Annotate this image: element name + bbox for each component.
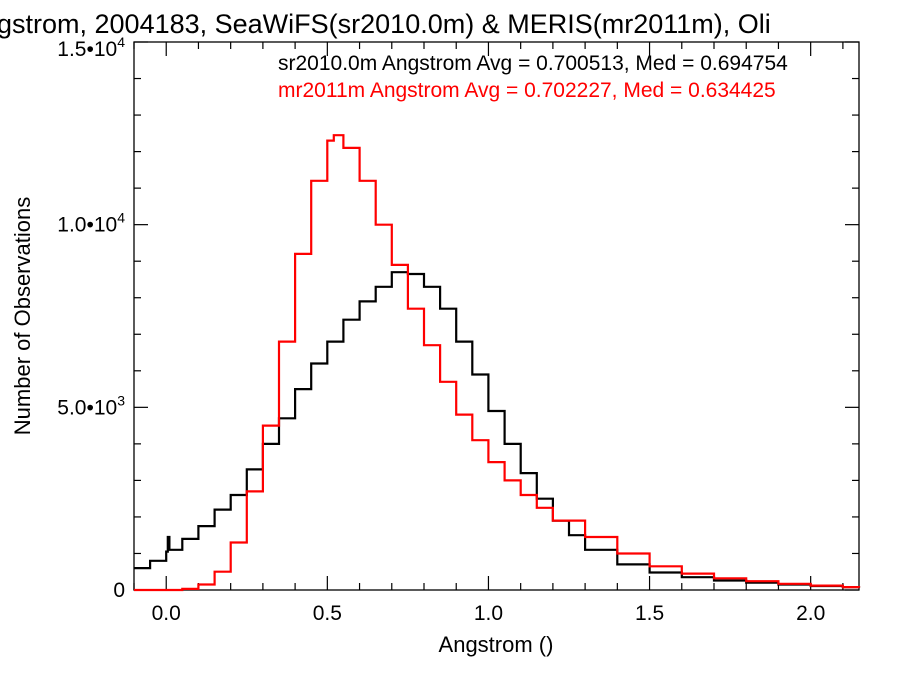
histogram-series-1 — [134, 134, 861, 592]
x-tick-label: 2.0 — [796, 602, 825, 625]
plot-series — [134, 134, 861, 592]
y-tick-label: 0 — [113, 579, 125, 602]
plot-frame — [133, 41, 860, 591]
histogram-series-0 — [134, 271, 861, 589]
y-axis-ticks: 0 5.0•103 1.0•104 1.5•104 — [57, 34, 859, 602]
x-tick-label: 1.0 — [474, 602, 503, 625]
x-axis-label: Angstrom () — [439, 632, 554, 657]
x-tick-label: 0.5 — [313, 602, 342, 625]
annotation-mr2011: mr2011m Angstrom Avg = 0.702227, Med = 0… — [278, 79, 776, 102]
y-tick-label: 5.0•103 — [57, 392, 125, 419]
annotation-sr2010: sr2010.0m Angstrom Avg = 0.700513, Med =… — [278, 52, 788, 75]
chart-title: gstrom, 2004183, SeaWiFS(sr2010.0m) & ME… — [0, 9, 771, 39]
y-axis-label: Number of Observations — [10, 197, 35, 435]
x-axis-ticks: 0.0 0.5 1.0 1.5 2.0 — [133, 42, 844, 625]
y-tick-label: 1.0•104 — [57, 210, 125, 237]
y-tick-label: 1.5•104 — [57, 34, 125, 61]
x-tick-label: 1.5 — [635, 602, 664, 625]
x-tick-label: 0.0 — [152, 602, 181, 625]
